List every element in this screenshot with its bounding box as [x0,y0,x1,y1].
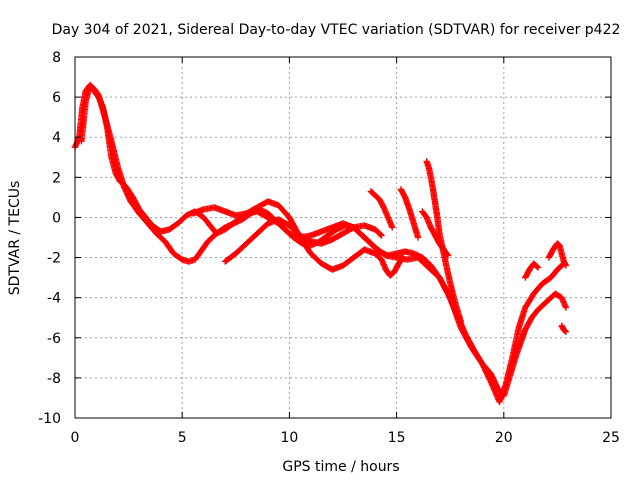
data-point-marker [534,264,542,271]
x-tick-label: 20 [495,430,513,446]
data-point-marker [562,328,570,335]
y-tick-label: -6 [47,331,61,347]
data-point-marker [562,327,569,335]
y-tick-label: 2 [52,170,61,186]
data-point-marker [562,304,570,311]
data-point-marker [457,318,465,325]
data-point-marker [399,255,406,262]
series-track-i [545,240,570,269]
data-point-marker [378,232,385,239]
data-point-marker [377,231,384,238]
y-axis-label: SDTVAR / TECUs [7,181,23,296]
data-point-marker [414,234,422,241]
x-axis-label: GPS time / hours [282,459,399,475]
x-tick-label: 10 [280,430,298,446]
grid-lines [75,57,611,418]
series-track-c [189,198,407,279]
data-point-marker [444,251,451,258]
series-track-j [522,260,542,281]
x-tick-label: 25 [602,430,620,446]
chart-title: Day 304 of 2021, Sidereal Day-to-day VTE… [52,22,621,38]
y-tick-label: 8 [52,50,61,66]
x-tick-label: 5 [178,430,187,446]
y-tick-label: -4 [47,291,61,307]
series-track-h [419,208,452,259]
y-tick-label: -8 [47,371,61,387]
series-track-k [558,322,570,335]
series-track-g [423,158,465,325]
x-tick-label: 0 [71,430,80,446]
y-tick-label: 6 [52,90,61,106]
data-point-marker [399,254,407,261]
y-tick-label: -10 [38,411,61,427]
y-tick-label: 0 [52,210,61,226]
y-tick-label: -2 [47,251,61,267]
series-track-e [367,188,396,231]
data-point-marker [534,263,541,270]
y-tick-label: 4 [52,130,61,146]
plot-frame [74,56,612,419]
data-point-marker [561,327,568,334]
series-track-b [78,81,568,406]
x-tick-label: 15 [388,430,406,446]
data-point-marker [444,252,452,259]
series-track-f [397,186,422,241]
data-points [71,81,570,406]
series-track-d [221,216,385,265]
data-point-marker [389,224,396,231]
data-point-marker [562,262,570,269]
